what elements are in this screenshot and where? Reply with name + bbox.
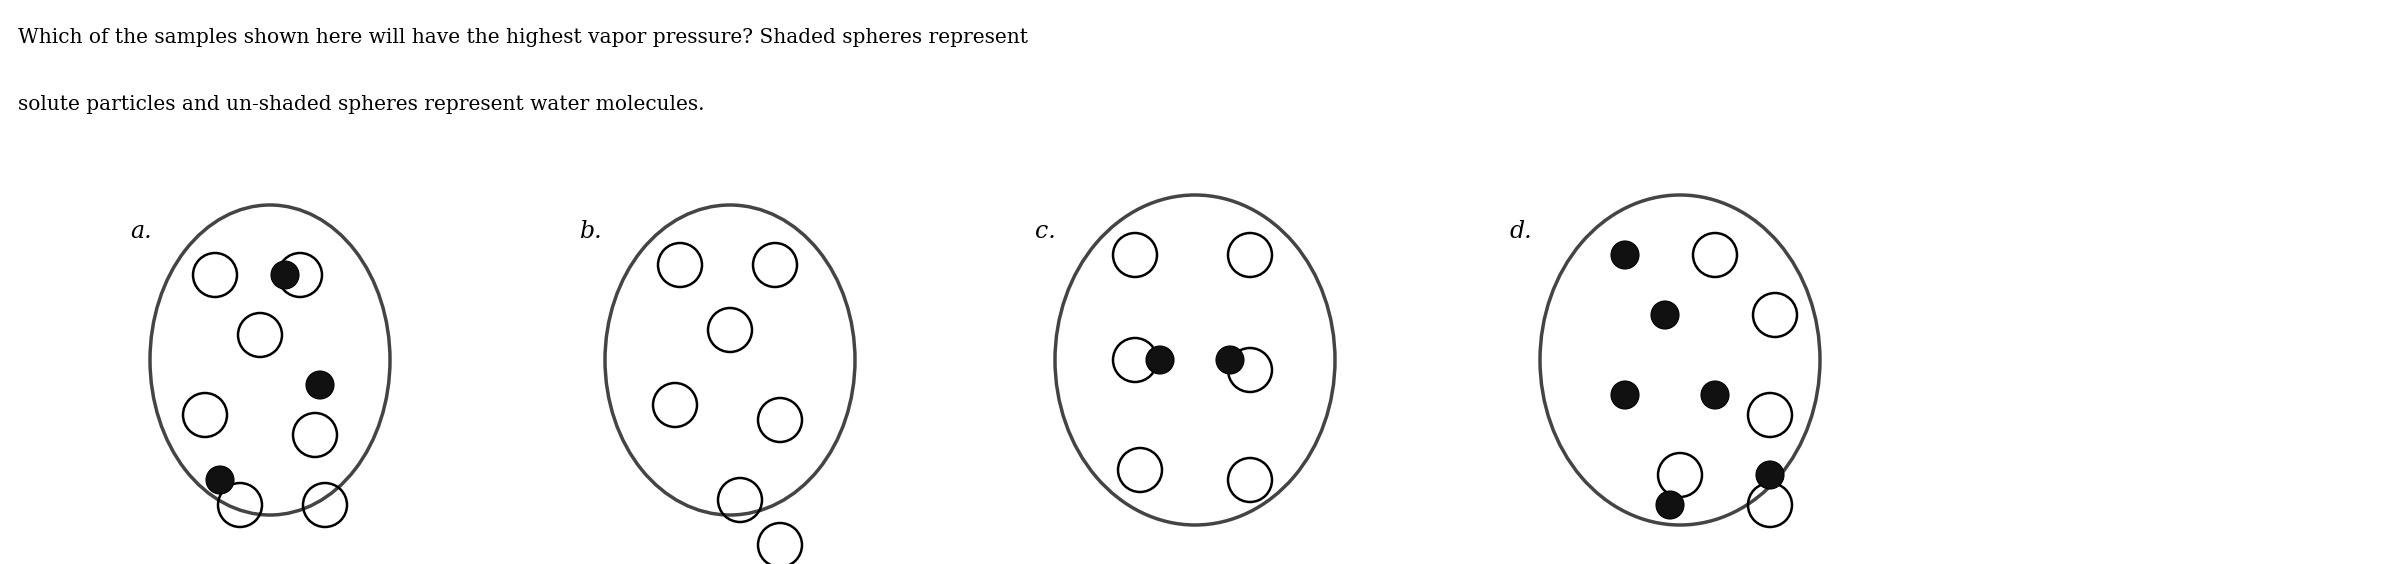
Circle shape xyxy=(1651,301,1680,329)
Text: b.: b. xyxy=(580,220,604,243)
Circle shape xyxy=(206,466,235,494)
Text: c.: c. xyxy=(1035,220,1057,243)
Text: d.: d. xyxy=(1509,220,1533,243)
Text: a.: a. xyxy=(129,220,151,243)
Circle shape xyxy=(1756,461,1785,489)
Circle shape xyxy=(1701,381,1730,409)
Text: solute particles and un-shaded spheres represent water molecules.: solute particles and un-shaded spheres r… xyxy=(19,95,704,114)
Circle shape xyxy=(307,371,333,399)
Circle shape xyxy=(1217,346,1244,374)
Circle shape xyxy=(271,261,300,289)
Circle shape xyxy=(1656,491,1684,519)
Circle shape xyxy=(1145,346,1174,374)
Text: Which of the samples shown here will have the highest vapor pressure? Shaded sph: Which of the samples shown here will hav… xyxy=(19,28,1028,47)
Circle shape xyxy=(1610,241,1639,269)
Circle shape xyxy=(1610,381,1639,409)
